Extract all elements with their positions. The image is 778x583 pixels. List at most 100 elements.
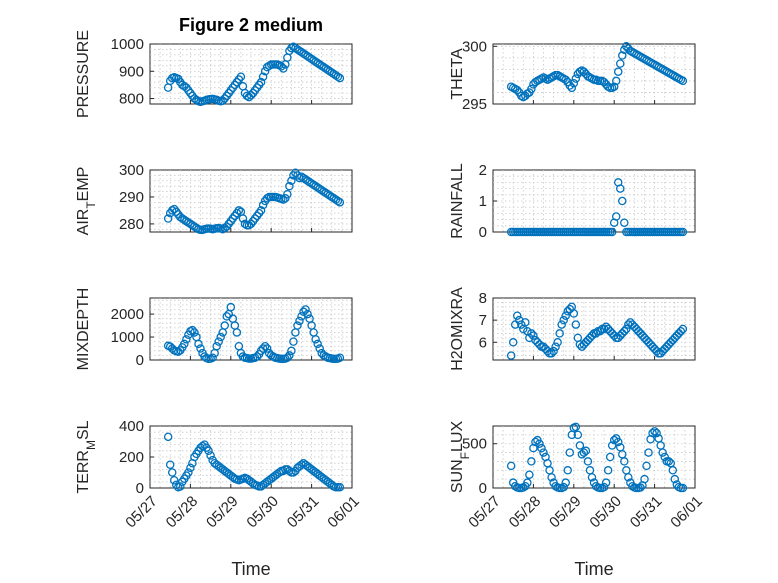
data-point bbox=[180, 339, 189, 349]
data-point bbox=[529, 331, 538, 340]
x-tick-label: 05/31 bbox=[284, 493, 323, 532]
x-tick-label: 05/28 bbox=[163, 493, 202, 532]
data-point bbox=[591, 329, 601, 338]
y-tick-label: 2 bbox=[479, 162, 487, 179]
data-point bbox=[571, 74, 581, 83]
data-point bbox=[563, 466, 572, 475]
data-point bbox=[512, 85, 522, 95]
data-point bbox=[523, 478, 532, 487]
data-point bbox=[527, 457, 536, 466]
y-tick-label: 2000 bbox=[111, 306, 144, 323]
data-point bbox=[569, 78, 579, 88]
data-point bbox=[670, 474, 680, 484]
data-point bbox=[232, 328, 242, 337]
data-point bbox=[163, 214, 173, 223]
data-point bbox=[315, 344, 324, 353]
data-point bbox=[226, 302, 236, 312]
data-point bbox=[184, 468, 193, 477]
data-point bbox=[176, 482, 185, 491]
data-point bbox=[551, 481, 560, 491]
data-point bbox=[559, 315, 568, 325]
data-point bbox=[289, 337, 298, 346]
y-tick-label: 900 bbox=[119, 63, 144, 80]
data-point bbox=[506, 461, 516, 471]
data-point bbox=[547, 473, 556, 482]
data-point bbox=[285, 466, 294, 476]
data-point bbox=[587, 331, 597, 340]
x-tick-label: 06/01 bbox=[324, 493, 363, 532]
data-point bbox=[295, 316, 304, 326]
data-point bbox=[313, 339, 322, 349]
data-point bbox=[293, 321, 302, 330]
data-point bbox=[198, 441, 207, 451]
data-point bbox=[622, 324, 631, 334]
data-point bbox=[616, 59, 625, 68]
data-point bbox=[182, 335, 191, 344]
data-point bbox=[569, 309, 579, 318]
data-point bbox=[587, 473, 597, 482]
data-point bbox=[676, 326, 686, 336]
data-point bbox=[285, 181, 294, 191]
data-point bbox=[613, 437, 623, 447]
data-point bbox=[285, 351, 294, 360]
data-point bbox=[652, 346, 661, 356]
data-point bbox=[188, 325, 197, 335]
data-point bbox=[521, 318, 530, 327]
x-tick-label: 05/27 bbox=[122, 493, 161, 532]
data-point bbox=[260, 67, 270, 76]
data-point bbox=[163, 432, 173, 442]
data-point bbox=[335, 73, 345, 83]
x-tick-label: 06/01 bbox=[667, 493, 706, 532]
data-point bbox=[664, 457, 673, 466]
subplot-terr-msl: 0 200 400 05/27 05/28 05/29 05/30 05/31 06/01 TER… bbox=[75, 418, 363, 531]
data-point bbox=[194, 339, 203, 349]
data-point bbox=[624, 473, 633, 482]
data-point bbox=[557, 320, 566, 329]
subplot-air-temp: 280 290 300 AIRTEMP bbox=[75, 162, 353, 235]
data-point bbox=[571, 320, 581, 329]
y-tick-label: 0 bbox=[136, 352, 144, 369]
x-tick-label: 05/30 bbox=[586, 493, 625, 532]
data-point bbox=[311, 335, 320, 344]
x-axis-label-right: Time bbox=[574, 559, 613, 579]
data-point bbox=[208, 353, 217, 362]
data-point bbox=[281, 194, 290, 203]
data-point bbox=[206, 451, 215, 460]
y-axis-label-sun-flux: SUNFLUX bbox=[449, 421, 472, 494]
data-point bbox=[262, 194, 272, 203]
data-point bbox=[555, 329, 564, 338]
y-tick-label: 0 bbox=[479, 224, 487, 241]
data-point bbox=[561, 75, 570, 85]
data-point bbox=[525, 470, 534, 479]
data-point bbox=[260, 341, 270, 351]
data-point bbox=[559, 482, 568, 492]
data-point bbox=[252, 352, 262, 361]
data-point bbox=[190, 328, 199, 337]
data-point bbox=[287, 43, 296, 53]
data-point bbox=[551, 342, 560, 351]
data-point bbox=[613, 67, 623, 76]
data-point bbox=[238, 214, 248, 223]
subplot-pressure: 800 900 1000 PRESSURE bbox=[75, 30, 353, 118]
data-point bbox=[216, 332, 225, 342]
data-point bbox=[553, 338, 562, 347]
y-tick-label: 200 bbox=[119, 449, 144, 466]
data-point bbox=[607, 441, 617, 450]
data-point bbox=[335, 482, 345, 492]
data-point bbox=[214, 337, 223, 346]
data-point bbox=[256, 206, 266, 215]
y-tick-label: 295 bbox=[462, 96, 487, 113]
data-point bbox=[616, 184, 625, 193]
y-tick-label: 1000 bbox=[111, 329, 144, 346]
data-point bbox=[262, 344, 272, 353]
y-axis-label-pressure: PRESSURE bbox=[75, 30, 92, 118]
data-point bbox=[192, 95, 201, 105]
data-point bbox=[258, 344, 268, 353]
data-point bbox=[527, 84, 536, 94]
data-point bbox=[561, 478, 570, 487]
data-point bbox=[603, 466, 613, 475]
data-point bbox=[535, 340, 544, 349]
data-point bbox=[277, 62, 286, 71]
data-point bbox=[618, 196, 627, 206]
